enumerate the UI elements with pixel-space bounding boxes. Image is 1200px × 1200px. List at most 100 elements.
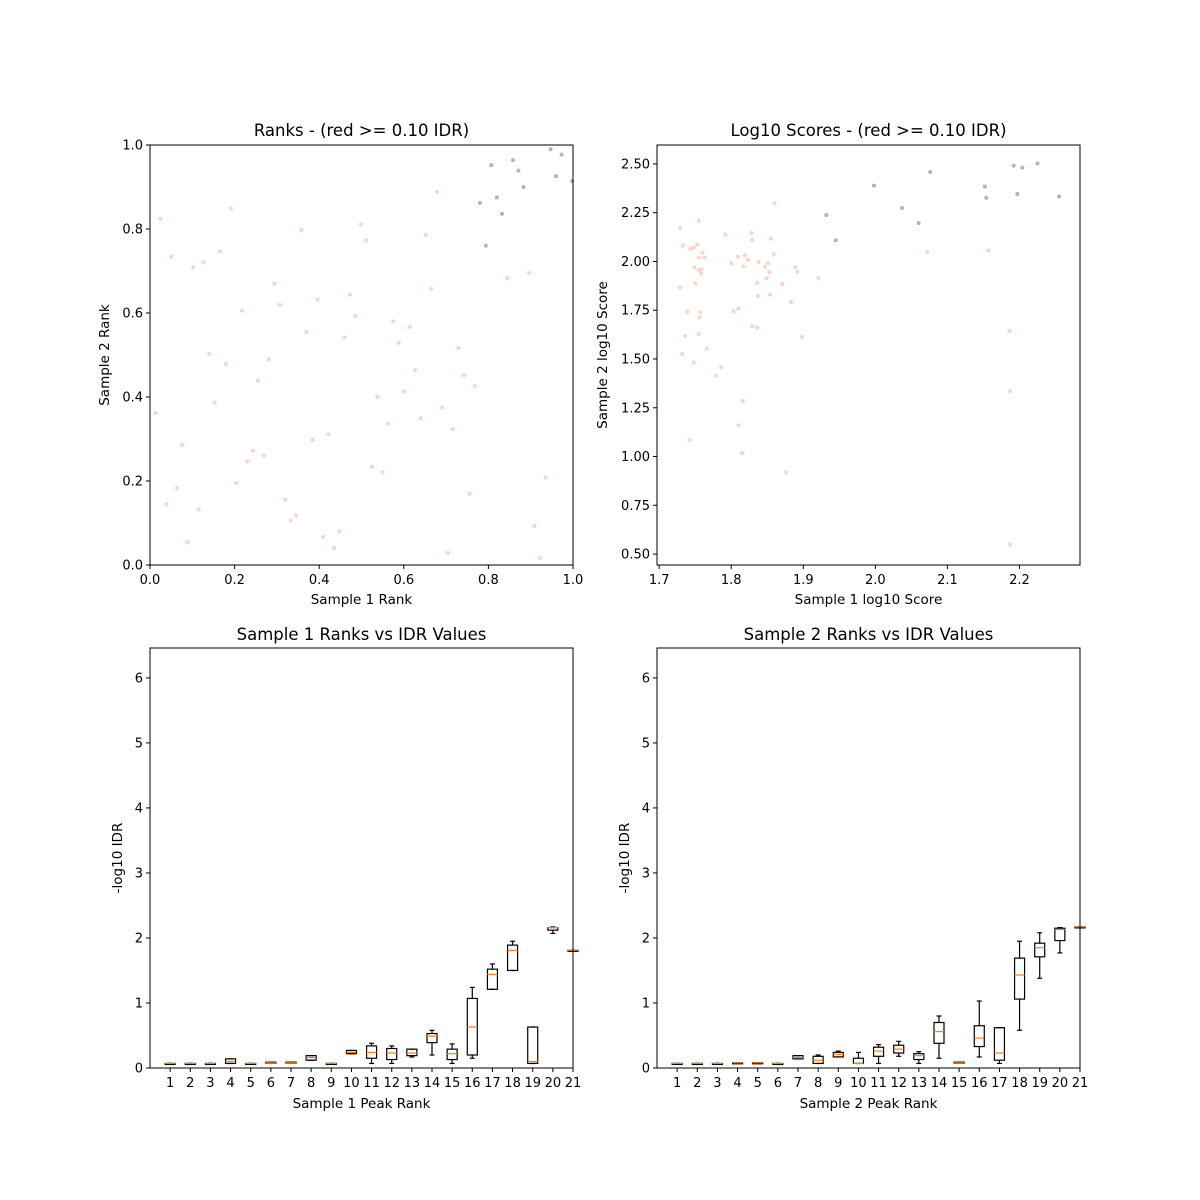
box (486, 968, 499, 990)
irreproducible-point (434, 190, 439, 195)
x-tick-label: 9 (327, 1076, 335, 1091)
irreproducible-point (310, 437, 315, 442)
irreproducible-point (429, 287, 434, 292)
irreproducible-point (391, 319, 396, 324)
x-tick-label: 17 (484, 1076, 501, 1091)
reproducible-point (521, 185, 526, 189)
axes-frame (656, 647, 1081, 1069)
plot-area (164, 926, 579, 1066)
irreproducible-point (315, 297, 320, 302)
chart-title: Sample 2 Ranks vs IDR Values (744, 625, 994, 644)
x-tick-label: 1.0 (563, 573, 584, 588)
box (527, 1026, 539, 1065)
reproducible-point (928, 169, 933, 174)
y-tick-label: 0.4 (122, 391, 143, 406)
irreproducible-point (538, 556, 543, 561)
y-tick-label: 2.50 (621, 157, 650, 172)
irreproducible-point (370, 464, 375, 469)
irreproducible-point (375, 395, 380, 399)
irreproducible-point (695, 242, 700, 247)
irreproducible-point (741, 264, 746, 269)
x-tick-label: 0.4 (309, 573, 330, 588)
y-tick-label: 2 (135, 931, 143, 946)
irreproducible-point (348, 292, 353, 297)
x-tick-label: 2.2 (1009, 573, 1030, 588)
irreproducible-point (767, 269, 772, 274)
irreproducible-point (756, 260, 761, 265)
box (852, 1057, 865, 1065)
box (406, 1048, 418, 1057)
y-tick-label: 2 (642, 931, 650, 946)
plot-area (153, 147, 575, 561)
irreproducible-point (255, 378, 260, 383)
y-tick-label: 2.25 (621, 206, 650, 221)
irreproducible-point (678, 225, 683, 230)
irreproducible-point (714, 373, 719, 378)
x-tick-label: 5 (247, 1076, 255, 1091)
y-tick-label: 0.75 (621, 499, 650, 514)
x-tick-label: 18 (504, 1076, 521, 1091)
y-axis-label: -log10 IDR (617, 823, 633, 894)
x-tick-label: 11 (870, 1076, 887, 1091)
irreproducible-point (986, 248, 991, 253)
irreproducible-point (505, 276, 510, 281)
y-tick-label: 5 (642, 736, 650, 751)
y-tick-label: 0.8 (122, 223, 143, 238)
axes-frame (149, 647, 574, 1069)
irreproducible-point (228, 206, 233, 211)
irreproducible-point (749, 231, 754, 236)
irreproducible-point (771, 252, 776, 257)
irreproducible-point (699, 267, 704, 272)
y-tick-label: 1.50 (621, 352, 650, 367)
chart-title: Ranks - (red >= 0.10 IDR) (254, 121, 469, 140)
irreproducible-point (698, 310, 703, 315)
irreproducible-point (783, 470, 788, 475)
x-tick-label: 3 (713, 1076, 721, 1091)
y-axis-label: -log10 IDR (110, 823, 126, 894)
y-tick-label: 4 (135, 801, 143, 816)
x-tick-label: 15 (444, 1076, 461, 1091)
x-tick-label: 4 (733, 1076, 741, 1091)
irreproducible-point (164, 502, 169, 507)
irreproducible-point (396, 340, 401, 345)
y-tick-label: 0 (135, 1062, 143, 1077)
irreproducible-point (175, 486, 180, 491)
reproducible-point (510, 158, 515, 163)
irreproducible-point (326, 432, 331, 437)
y-tick-label: 6 (135, 671, 143, 686)
x-tick-label: 21 (565, 1076, 582, 1091)
irreproducible-point (450, 426, 455, 431)
irreproducible-point (272, 281, 277, 286)
irreproducible-point (691, 360, 696, 365)
irreproducible-point (772, 201, 777, 206)
irreproducible-point (925, 249, 930, 254)
reproducible-point (982, 184, 987, 189)
irreproducible-point (698, 271, 703, 276)
irreproducible-point (696, 255, 701, 260)
reproducible-point (477, 200, 482, 205)
irreproducible-point (763, 264, 768, 269)
irreproducible-point (332, 545, 337, 550)
subplot-sample2-boxplot: Sample 2 Ranks vs IDR Values Sample 2 Pe… (617, 625, 1088, 1112)
irreproducible-point (1008, 542, 1013, 547)
irreproducible-point (765, 261, 770, 266)
reproducible-point (516, 168, 521, 173)
irreproducible-point (780, 281, 785, 286)
x-tick-label: 7 (794, 1076, 802, 1091)
x-axis-label: Sample 1 Peak Rank (293, 1096, 431, 1112)
reproducible-point (570, 179, 575, 184)
irreproducible-point (223, 362, 228, 367)
irreproducible-point (723, 232, 728, 237)
x-tick-label: 12 (383, 1076, 400, 1091)
irreproducible-point (745, 257, 750, 262)
x-axis-label: Sample 1 Rank (311, 592, 413, 608)
x-tick-label: 15 (951, 1076, 968, 1091)
irreproducible-point (342, 335, 347, 340)
irreproducible-point (736, 423, 741, 428)
irreproducible-point (740, 398, 745, 403)
box (913, 1053, 925, 1061)
x-tick-label: 8 (307, 1076, 315, 1091)
y-tick-label: 1.00 (621, 450, 650, 465)
irreproducible-point (704, 346, 709, 351)
box (506, 944, 519, 972)
